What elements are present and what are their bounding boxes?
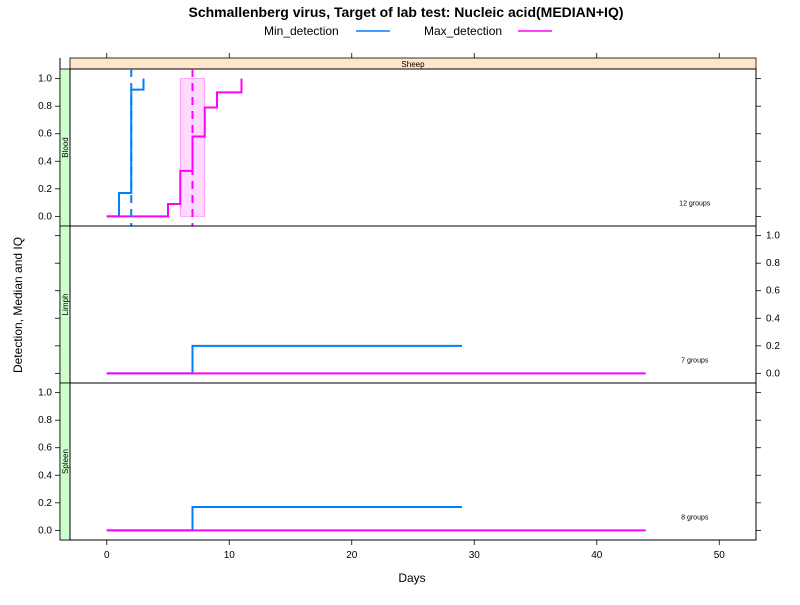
y-tick-label: 0.8 (38, 101, 52, 112)
groups-label: 8 groups (681, 514, 709, 521)
series-line-min-detection (106, 505, 462, 532)
panel-limph: Limph 7 groups 0.0 0.2 0.4 0.6 0.8 1.0 (55, 225, 780, 384)
panels: Blood 12 groups 0.0 0.2 0.4 0.6 0.8 1.0 Limph 7 g… (38, 68, 780, 541)
side-strip-label: Spleen (61, 449, 70, 474)
x-tick-label: 20 (346, 550, 358, 561)
panel-border (69, 68, 757, 227)
groups-label: 12 groups (679, 200, 711, 207)
y-tick-label: 0.2 (38, 184, 52, 195)
x-axis-title: Days (398, 571, 425, 585)
y-tick-label: 0.4 (38, 156, 52, 167)
y-tick-label: 0.2 (38, 498, 52, 509)
chart-title: Schmallenberg virus, Target of lab test:… (188, 4, 623, 20)
y-tick-label: 0.4 (766, 313, 780, 324)
x-tick-label: 10 (224, 550, 236, 561)
series-line-min-detection (106, 344, 462, 375)
y-tick-label: 0.6 (38, 443, 52, 454)
series-line-min-detection (106, 78, 145, 218)
groups-label: 7 groups (681, 357, 709, 364)
y-tick-label: 1.0 (766, 231, 780, 242)
legend: Min_detection Max_detection (264, 24, 552, 38)
side-strip-label: Blood (61, 137, 70, 157)
x-tick-label: 40 (591, 550, 603, 561)
panel-spleen: Spleen 8 groups 0.0 0.2 0.4 0.6 0.8 1.0 (38, 382, 761, 541)
y-tick-label: 0.8 (766, 258, 780, 269)
panel-border (69, 382, 757, 541)
x-tick-label: 50 (714, 550, 726, 561)
y-tick-label: 0.8 (38, 415, 52, 426)
y-tick-label: 0.6 (38, 129, 52, 140)
y-tick-label: 0.0 (38, 211, 52, 222)
side-strip-label: Limph (61, 294, 70, 316)
y-axis-title: Detection, Median and IQ (11, 237, 25, 373)
y-tick-label: 0.0 (38, 525, 52, 536)
panel-border (69, 225, 757, 384)
x-tick-label: 30 (469, 550, 481, 561)
top-strip-label: Sheep (401, 60, 425, 69)
legend-label-max-detection: Max_detection (424, 24, 502, 38)
y-tick-label: 0.0 (766, 368, 780, 379)
y-tick-label: 1.0 (38, 388, 52, 399)
y-tick-label: 0.6 (766, 286, 780, 297)
panel-blood: Blood 12 groups 0.0 0.2 0.4 0.6 0.8 1.0 (38, 68, 761, 227)
plot-frame: Sheep 0 10 20 30 40 50 (59, 53, 757, 561)
series-line-max-detection (106, 78, 243, 218)
y-tick-label: 0.4 (38, 470, 52, 481)
y-tick-label: 0.2 (766, 341, 780, 352)
y-tick-label: 1.0 (38, 74, 52, 85)
legend-label-min-detection: Min_detection (264, 24, 339, 38)
x-tick-label: 0 (104, 550, 110, 561)
